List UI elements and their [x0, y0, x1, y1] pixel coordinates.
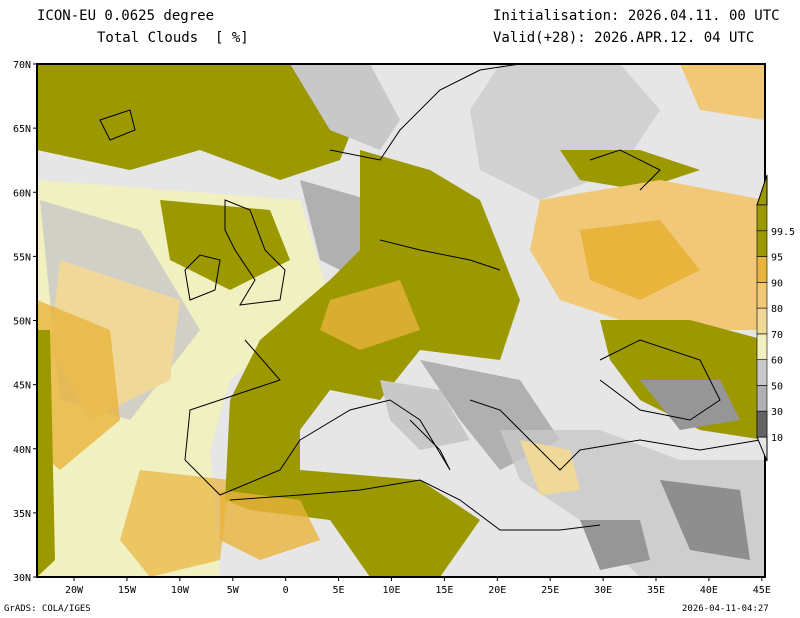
init-time: Initialisation: 2026.04.11. 00 UTC	[493, 8, 780, 24]
legend-swatch	[756, 410, 768, 438]
legend-label: 50	[771, 381, 783, 392]
legend-label: 95	[771, 253, 783, 264]
coastlines	[99, 64, 761, 531]
lat-tick-label: 70N	[13, 60, 31, 71]
lat-tick-label: 45N	[13, 381, 31, 392]
lat-tick-label: 30N	[13, 573, 31, 584]
model-title: ICON-EU 0.0625 degree	[37, 8, 215, 24]
lat-tick-label: 40N	[13, 445, 31, 456]
lon-tick-label: 5W	[227, 585, 240, 596]
lon-tick-label: 30E	[594, 585, 612, 596]
axis-ticks: 30N 35N 40N 45N 50N 55N 60N 65N 70N 20W 15W 10W 5W 0 5…	[13, 60, 771, 596]
valid-time: Valid(+28): 2026.APR.12. 04 UTC	[493, 30, 755, 46]
lon-tick-label: 15W	[118, 585, 137, 596]
lat-tick-label: 35N	[13, 509, 31, 520]
legend-swatch	[756, 204, 768, 232]
cloud-field	[37, 64, 765, 577]
legend-label: 99.5	[771, 227, 795, 238]
legend-label: 80	[771, 304, 783, 315]
variable-title: Total Clouds [ %]	[97, 30, 249, 46]
lon-tick-label: 20W	[65, 585, 84, 596]
legend-label: 70	[771, 330, 783, 341]
legend-swatch	[756, 230, 768, 257]
lon-tick-label: 35E	[647, 585, 665, 596]
lat-tick-label: 55N	[13, 252, 31, 263]
legend-label: 30	[771, 407, 783, 418]
legend-swatch	[756, 359, 768, 386]
legend-label: 90	[771, 278, 783, 289]
lon-tick-label: 20E	[488, 585, 506, 596]
credit-text: GrADS: COLA/IGES	[4, 604, 91, 614]
lon-tick-label: 15E	[435, 585, 453, 596]
timestamp-text: 2026-04-11-04:27	[682, 604, 769, 614]
lon-tick-label: 0	[283, 585, 289, 596]
lon-tick-label: 5E	[333, 585, 345, 596]
lon-tick-label: 10E	[382, 585, 400, 596]
legend-swatch	[756, 307, 768, 335]
lon-tick-label: 10W	[171, 585, 190, 596]
legend-swatch	[756, 256, 768, 283]
lat-tick-label: 60N	[13, 188, 31, 199]
legend-swatch	[756, 385, 768, 412]
lon-tick-label: 40E	[700, 585, 718, 596]
legend-label: 60	[771, 356, 783, 367]
legend-swatch	[756, 282, 768, 309]
color-legend: 10 30 50 60 70 80 90 95 99.5	[756, 174, 795, 462]
lat-tick-label: 65N	[13, 124, 31, 135]
legend-label: 10	[771, 433, 783, 444]
lon-tick-label: 25E	[541, 585, 559, 596]
lon-tick-label: 45E	[753, 585, 771, 596]
legend-swatch	[756, 333, 768, 360]
lat-tick-label: 50N	[13, 317, 31, 328]
